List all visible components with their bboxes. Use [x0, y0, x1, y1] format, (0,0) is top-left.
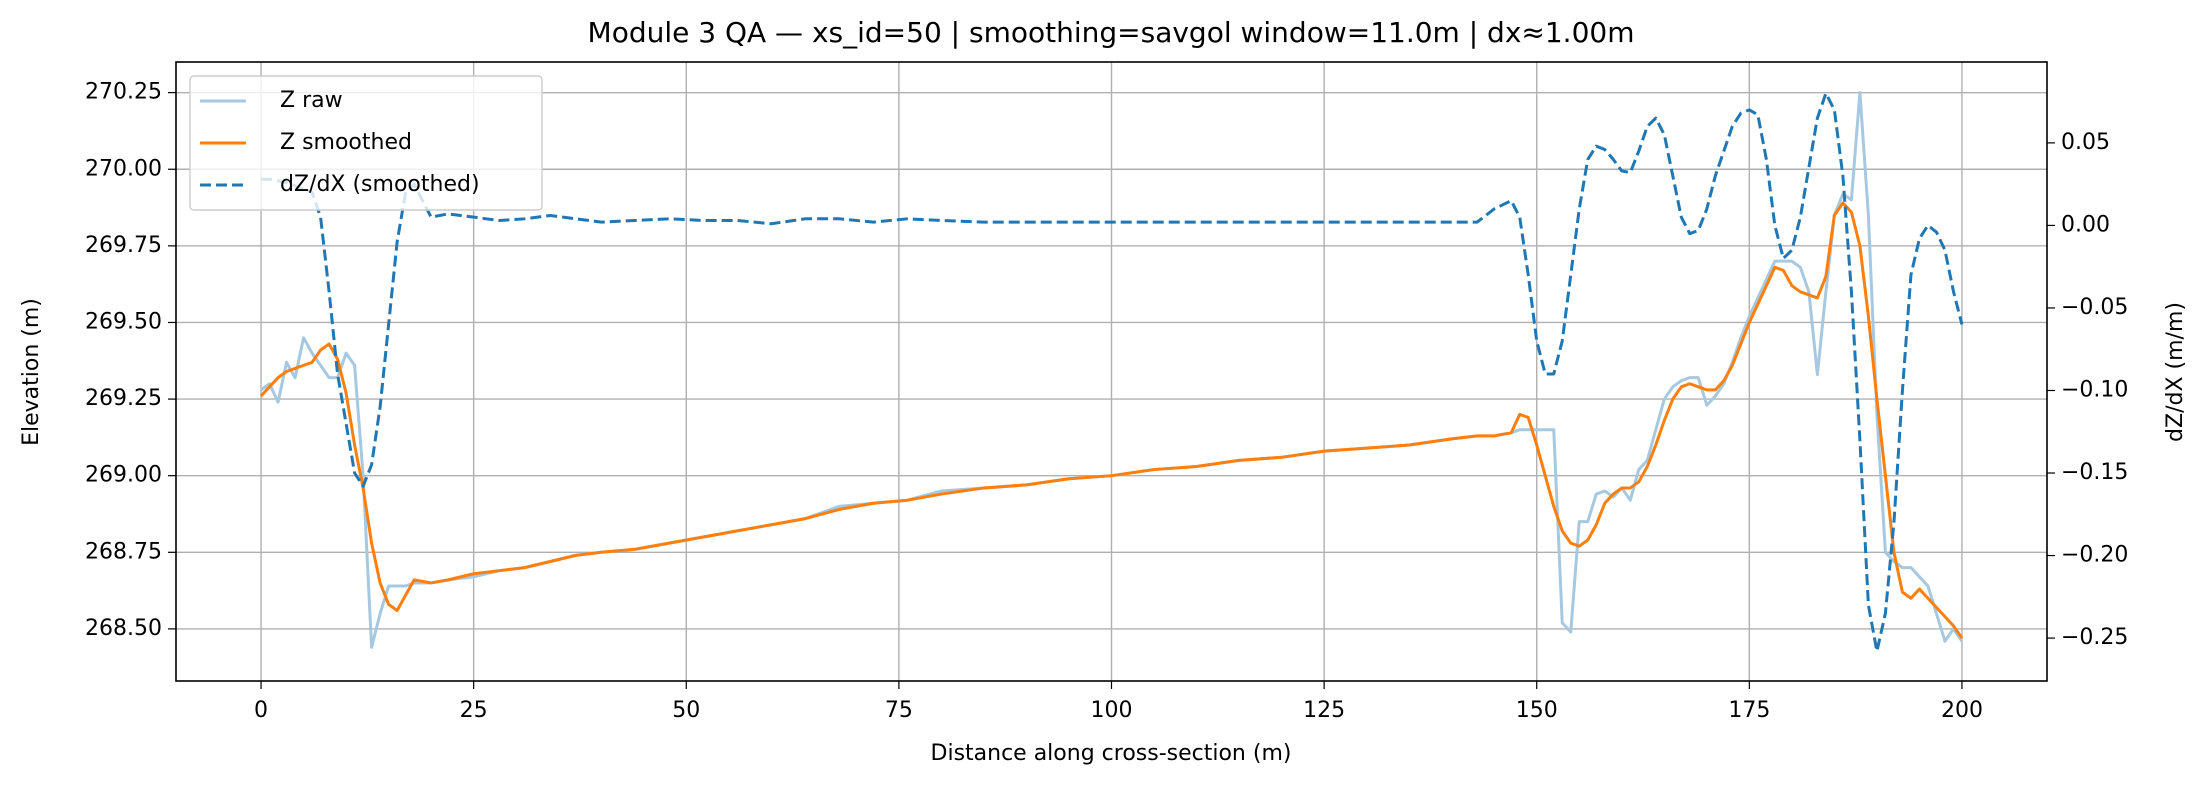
x-tick-label: 50 [672, 698, 700, 723]
x-tick-label: 100 [1091, 698, 1133, 723]
x-tick-label: 150 [1516, 698, 1558, 723]
y-tick-label: 270.25 [85, 80, 162, 105]
x-tick-label: 75 [885, 698, 913, 723]
x-tick-label: 175 [1728, 698, 1770, 723]
y2-tick-label: −0.20 [2061, 543, 2128, 568]
x-tick-label: 25 [460, 698, 488, 723]
y-tick-label: 269.50 [85, 309, 162, 334]
legend-label: dZ/dX (smoothed) [280, 172, 480, 197]
y-tick-label: 270.00 [85, 156, 162, 181]
y-tick-label: 269.75 [85, 233, 162, 258]
plot-frame [175, 61, 2048, 682]
x-axis-label: Distance along cross-section (m) [931, 741, 1292, 766]
y2-tick-label: −0.15 [2061, 460, 2128, 485]
series-line [261, 91, 1964, 653]
y-tick-label: 269.00 [85, 463, 162, 488]
y2-tick-label: 0.00 [2061, 212, 2110, 237]
y-axis-label: Elevation (m) [19, 298, 44, 446]
y2-tick-label: −0.10 [2061, 377, 2128, 402]
legend-label: Z raw [280, 88, 343, 113]
y-tick-label: 268.50 [85, 616, 162, 641]
x-tick-label: 125 [1303, 698, 1345, 723]
y2-tick-label: 0.05 [2061, 130, 2110, 155]
y2-axis-label: dZ/dX (m/m) [2163, 302, 2188, 442]
x-tick-label: 0 [254, 698, 268, 723]
x-tick-label: 200 [1941, 698, 1983, 723]
grid [176, 62, 2047, 681]
series-line [260, 91, 1964, 649]
legend-box [189, 75, 543, 211]
y2-tick-label: −0.05 [2061, 295, 2128, 320]
chart-title: Module 3 QA — xs_id=50 | smoothing=savgo… [588, 16, 1635, 49]
legend-label: Z smoothed [280, 130, 412, 155]
y2-tick-label: −0.25 [2061, 625, 2128, 650]
series-line [259, 201, 1964, 639]
y-tick-label: 268.75 [85, 539, 162, 564]
y-tick-label: 269.25 [85, 386, 162, 411]
legend: Z raw Z smoothed dZ/dX (smoothed) [189, 75, 543, 211]
